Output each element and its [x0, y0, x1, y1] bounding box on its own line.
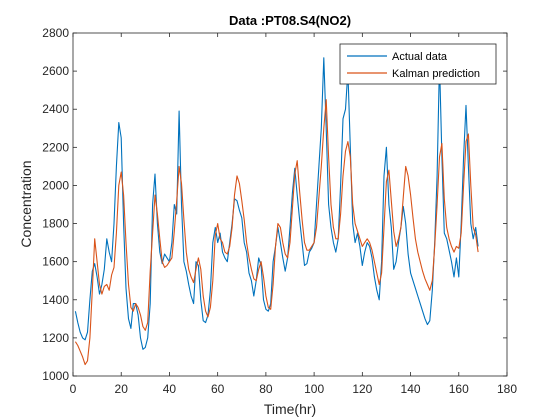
chart-title: Data :PT08.S4(NO2)	[229, 13, 351, 28]
x-tick-label: 0	[70, 382, 77, 396]
y-tick-label: 1200	[42, 331, 69, 345]
legend: Actual data Kalman prediction	[339, 43, 497, 85]
x-tick-label: 80	[259, 382, 273, 396]
ticks-layer: 0 20 40 60 80 100 120 140 160 180 1000 1200 1400 1600…	[42, 26, 517, 396]
x-tick-label: 40	[163, 382, 177, 396]
series-layer	[74, 57, 479, 366]
legend-box	[339, 43, 497, 85]
y-tick-label: 1800	[42, 217, 69, 231]
y-tick-label: 2400	[42, 102, 69, 116]
y-tick-label: 2200	[42, 140, 69, 154]
y-tick-label: 1600	[42, 255, 69, 269]
x-tick-label: 140	[401, 382, 421, 396]
y-tick-label: 2000	[42, 178, 69, 192]
x-tick-label: 180	[497, 382, 517, 396]
legend-label-kalman: Kalman prediction	[392, 68, 480, 80]
plot-area	[72, 32, 508, 377]
x-axis-title: Time(hr)	[264, 401, 316, 417]
y-axis-title: Concentration	[18, 160, 34, 247]
y-tick-label: 1400	[42, 293, 69, 307]
x-tick-label: 160	[449, 382, 469, 396]
x-tick-label: 60	[211, 382, 225, 396]
y-tick-label: 2600	[42, 64, 69, 78]
series-line-1	[74, 99, 479, 366]
y-tick-label: 2800	[42, 26, 69, 40]
legend-label-actual: Actual data	[392, 51, 448, 63]
x-tick-label: 20	[115, 382, 129, 396]
y-tick-label: 1000	[42, 369, 69, 383]
x-tick-label: 100	[304, 382, 324, 396]
x-tick-label: 120	[352, 382, 372, 396]
